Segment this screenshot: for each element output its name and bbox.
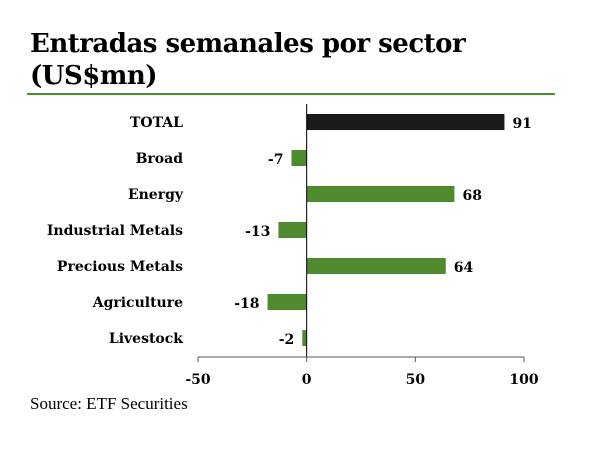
source-note: Source: ETF Securities <box>30 394 188 413</box>
category-label: Energy <box>128 187 184 203</box>
category-label: Livestock <box>109 331 183 347</box>
data-label: -18 <box>234 296 259 312</box>
category-label: Agriculture <box>92 295 183 311</box>
category-label: Precious Metals <box>57 259 183 275</box>
x-tick-label: 100 <box>509 372 538 388</box>
bar-precious-metals <box>306 258 446 274</box>
data-label: -7 <box>268 152 284 168</box>
bar-livestock <box>302 330 307 346</box>
bar-broad <box>291 150 307 166</box>
data-label: 68 <box>462 188 481 204</box>
bar-industrial-metals <box>278 222 307 238</box>
x-tick-label: 0 <box>302 372 312 388</box>
bar-energy <box>306 186 455 202</box>
category-label: Broad <box>136 151 184 167</box>
chart-title: Entradas semanales por sector (US$mn) <box>30 29 466 91</box>
x-tick-label: -50 <box>185 372 211 388</box>
category-label: TOTAL <box>130 115 183 131</box>
data-label: -13 <box>245 224 270 240</box>
bar-agriculture <box>267 294 307 310</box>
x-tick-label: 50 <box>406 372 426 388</box>
bar-total <box>306 114 505 130</box>
data-label: 64 <box>454 260 474 276</box>
category-label: Industrial Metals <box>47 223 183 239</box>
data-label: -2 <box>279 332 295 348</box>
data-label: 91 <box>512 116 531 132</box>
title-divider <box>27 93 555 95</box>
